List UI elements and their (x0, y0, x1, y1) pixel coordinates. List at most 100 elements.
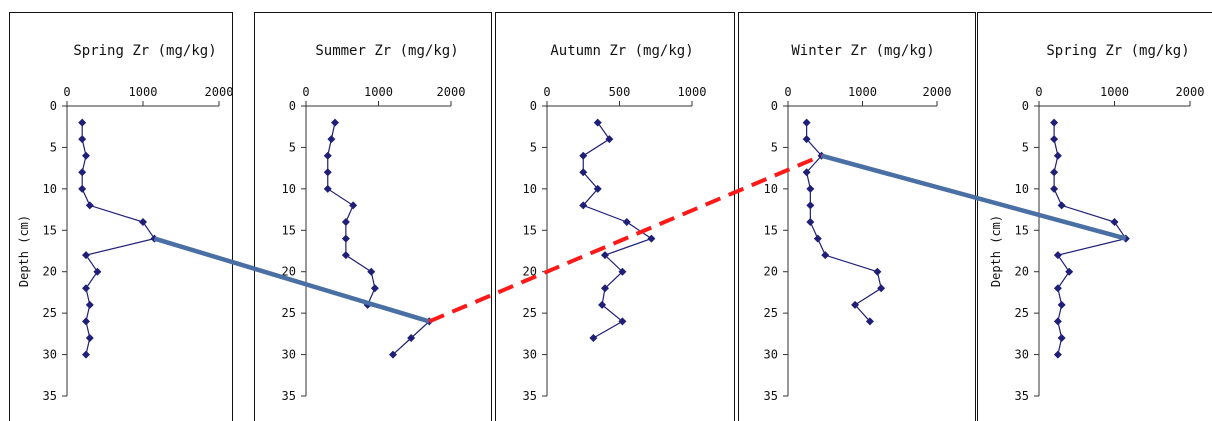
data-point (873, 267, 882, 276)
y-tick-label: 20 (43, 265, 57, 279)
data-point (579, 151, 588, 160)
x-tick-label: 0 (543, 85, 550, 99)
data-point (802, 168, 811, 177)
y-tick-label: 30 (1015, 348, 1029, 362)
y-tick-label: 30 (523, 348, 537, 362)
data-point (139, 218, 147, 226)
y-tick-label: 10 (764, 182, 778, 196)
y-tick-label: 0 (1022, 99, 1029, 113)
data-point (1050, 168, 1059, 177)
panel-5: Spring Zr (mg/kg) Depth (cm) 0 1000 2000 0 5 10… (989, 43, 1204, 403)
data-point (593, 118, 602, 127)
series-line (1053, 122, 1127, 355)
panel-frame (977, 12, 1212, 421)
x-tick-label: 2000 (437, 85, 466, 99)
data-point (1050, 118, 1059, 127)
data-point (82, 317, 90, 326)
y-tick-label: 25 (43, 306, 57, 320)
y-tick-label: 15 (43, 223, 57, 237)
y-tick-label: 0 (530, 99, 537, 113)
series-line (81, 122, 156, 355)
data-point (85, 300, 94, 309)
data-point (1050, 184, 1059, 193)
data-point (82, 151, 90, 160)
data-point (877, 284, 886, 293)
y-tick-label: 20 (764, 265, 778, 279)
series-line (805, 122, 882, 322)
panel-frame (9, 12, 233, 421)
y-tick-label: 15 (282, 223, 296, 237)
panel-1: Spring Zr (mg/kg) Depth (cm) 0 1000 2000 0 5 10… (17, 43, 233, 403)
y-tick-label: 0 (289, 99, 296, 113)
data-point (1053, 151, 1062, 160)
x-tick-label: 2000 (1176, 85, 1205, 99)
data-point (802, 118, 811, 127)
y-tick-label: 35 (1015, 389, 1029, 403)
data-point (1057, 300, 1066, 309)
y-tick-label: 10 (43, 182, 57, 196)
data-point (1053, 284, 1062, 293)
data-point (821, 251, 830, 260)
y-tick-label: 30 (764, 348, 778, 362)
data-point (622, 218, 631, 226)
y-tick-label: 35 (282, 389, 296, 403)
data-point (93, 267, 102, 276)
x-tick-label: 0 (63, 85, 70, 99)
data-point (806, 184, 815, 193)
y-tick-label: 5 (289, 140, 296, 154)
data-point (802, 135, 811, 144)
data-point (341, 251, 350, 260)
data-point (331, 118, 339, 127)
panel-3: Autumn Zr (mg/kg) 0 500 1000 0 5 10 15 20 25 30 35 (523, 43, 707, 403)
y-tick-label: 25 (282, 306, 296, 320)
y-tick-label: 30 (43, 348, 57, 362)
blue-connector (820, 153, 1127, 241)
data-point (865, 317, 874, 326)
data-point (579, 168, 588, 177)
data-point (323, 151, 332, 160)
x-tick-label: 1000 (1100, 85, 1129, 99)
data-point (370, 284, 379, 293)
x-tick-label: 1000 (129, 85, 158, 99)
data-point (82, 350, 90, 359)
y-tick-label: 10 (282, 182, 296, 196)
y-tick-label: 5 (50, 140, 57, 154)
x-tick-label: 1000 (848, 85, 877, 99)
y-tick-label: 10 (1015, 182, 1029, 196)
y-tick-label: 35 (43, 389, 57, 403)
y-tick-label: 15 (764, 223, 778, 237)
data-point (389, 350, 397, 359)
panel-title: Winter Zr (mg/kg) (791, 43, 934, 59)
data-point (1057, 201, 1066, 210)
data-point (598, 300, 607, 309)
data-point (618, 317, 627, 326)
data-point (647, 234, 656, 243)
data-point (82, 284, 90, 293)
data-point (367, 267, 376, 276)
data-point (593, 184, 602, 193)
data-point (605, 135, 614, 144)
y-tick-label: 30 (282, 348, 296, 362)
y-tick-label: 20 (1015, 265, 1029, 279)
y-axis-label: Depth (cm) (989, 215, 1003, 287)
y-tick-label: 35 (764, 389, 778, 403)
x-tick-label: 1000 (364, 85, 393, 99)
data-point (85, 201, 94, 210)
x-tick-label: 1000 (678, 85, 707, 99)
y-tick-label: 15 (1015, 223, 1029, 237)
data-point (813, 234, 822, 243)
data-point (78, 184, 87, 193)
data-point (806, 201, 815, 210)
panel-title: Spring Zr (mg/kg) (1046, 43, 1189, 59)
y-tick-label: 10 (523, 182, 537, 196)
y-tick-label: 5 (530, 140, 537, 154)
data-point (349, 201, 358, 210)
data-point (1050, 135, 1059, 144)
y-tick-label: 25 (764, 306, 778, 320)
panel-frame (254, 12, 492, 421)
data-point (1057, 334, 1066, 342)
data-point (851, 300, 860, 309)
x-tick-label: 0 (1035, 85, 1042, 99)
data-point (1053, 317, 1062, 326)
y-tick-label: 35 (523, 389, 537, 403)
